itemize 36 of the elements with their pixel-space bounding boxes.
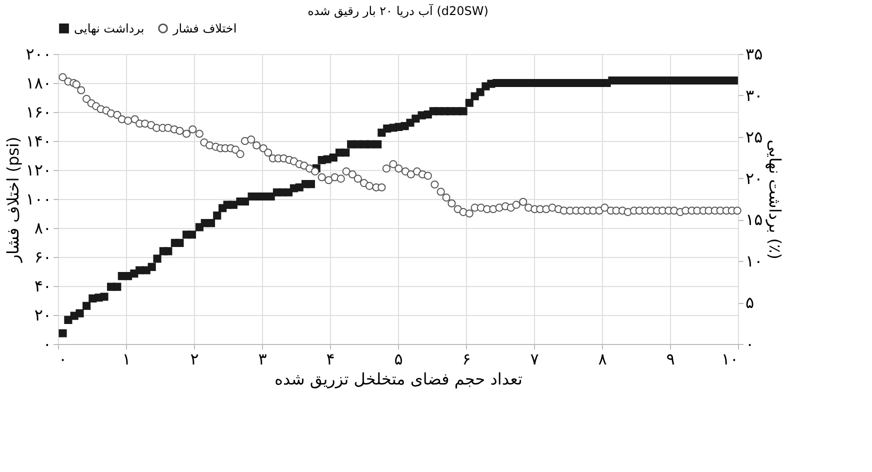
x-tick-label: ۹ — [666, 350, 675, 368]
x-tick-label: ۵ — [394, 350, 403, 368]
y-tick-label: ۸۰ — [34, 218, 52, 238]
legend-label: اختلاف فشار — [172, 21, 237, 36]
y-tick-label: ۶۰ — [34, 248, 52, 266]
y-tick-label: ۰ — [42, 334, 52, 354]
y2-tick-label: ۱۰ — [746, 252, 763, 271]
y-tick-label: ۱۴۰ — [26, 132, 52, 150]
x-tick-label: ۸ — [598, 350, 608, 368]
x-axis-title: تعداد حجم فضای متخلخل تزریق شده — [274, 370, 522, 388]
x-tick-label: ۲ — [190, 350, 199, 368]
y-tick-label: ۱۰۰ — [26, 190, 52, 208]
y-tick-label: ۴۰ — [34, 276, 52, 296]
x-tick-label: ۱ — [122, 350, 131, 368]
x-tick-label: ۱۰ — [721, 350, 738, 368]
legend-label: برداشت نهایی — [74, 21, 144, 36]
y2-tick-label: ۳۰ — [746, 86, 763, 105]
x-tick-label: ۷ — [530, 350, 540, 368]
y-tick-label: ۱۸۰ — [26, 74, 52, 92]
y-tick-label: ۲۰۰ — [26, 44, 52, 64]
x-tick-label: ۰ — [58, 350, 68, 368]
y-tick-label: ۱۲۰ — [26, 160, 52, 180]
y2-tick-label: ۰ — [746, 334, 754, 354]
y2-tick-label: ۵ — [746, 293, 754, 312]
y2-tick-label: ۲۰ — [746, 168, 763, 188]
y2-tick-label: ۱۵ — [746, 210, 763, 230]
y2-tick-label: ۲۵ — [746, 127, 763, 146]
chart-title: آب دریا ۲۰ بار رقیق شده (d20SW) — [308, 3, 488, 18]
y2-tick-label: ۳۵ — [746, 44, 763, 64]
y-axis-title: اختلاف فشار (psi) — [4, 136, 23, 264]
y2-axis-title: برداشت نهایی (٪) — [766, 140, 785, 260]
y-tick-label: ۲۰ — [34, 306, 52, 324]
y-tick-label: ۱۶۰ — [26, 102, 52, 122]
x-tick-label: ۳ — [258, 350, 268, 368]
x-tick-label: ۶ — [462, 350, 471, 368]
x-tick-label: ۴ — [326, 350, 335, 368]
